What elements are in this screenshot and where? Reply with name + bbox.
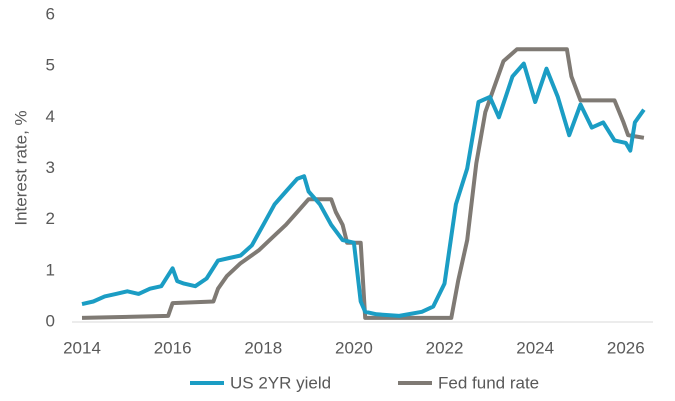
y-tick-label: 3: [46, 158, 55, 177]
y-tick-label: 4: [46, 107, 55, 126]
x-tick-label: 2024: [516, 338, 554, 357]
legend-label: US 2YR yield: [230, 373, 331, 392]
x-tick-label: 2018: [244, 338, 282, 357]
y-tick-label: 1: [46, 260, 55, 279]
x-tick-label: 2026: [607, 338, 645, 357]
x-tick-label: 2016: [154, 338, 192, 357]
y-tick-label: 0: [46, 311, 55, 330]
y-tick-label: 5: [46, 56, 55, 75]
y-axis-label: Interest rate, %: [11, 110, 30, 225]
x-tick-label: 2022: [426, 338, 464, 357]
series-line: [81, 47, 645, 320]
x-tick-label: 2020: [335, 338, 373, 357]
series-line: [81, 61, 646, 318]
y-tick-label: 6: [46, 4, 55, 23]
x-tick-label: 2014: [63, 338, 101, 357]
legend-label: Fed fund rate: [438, 373, 539, 392]
y-tick-label: 2: [46, 209, 55, 228]
